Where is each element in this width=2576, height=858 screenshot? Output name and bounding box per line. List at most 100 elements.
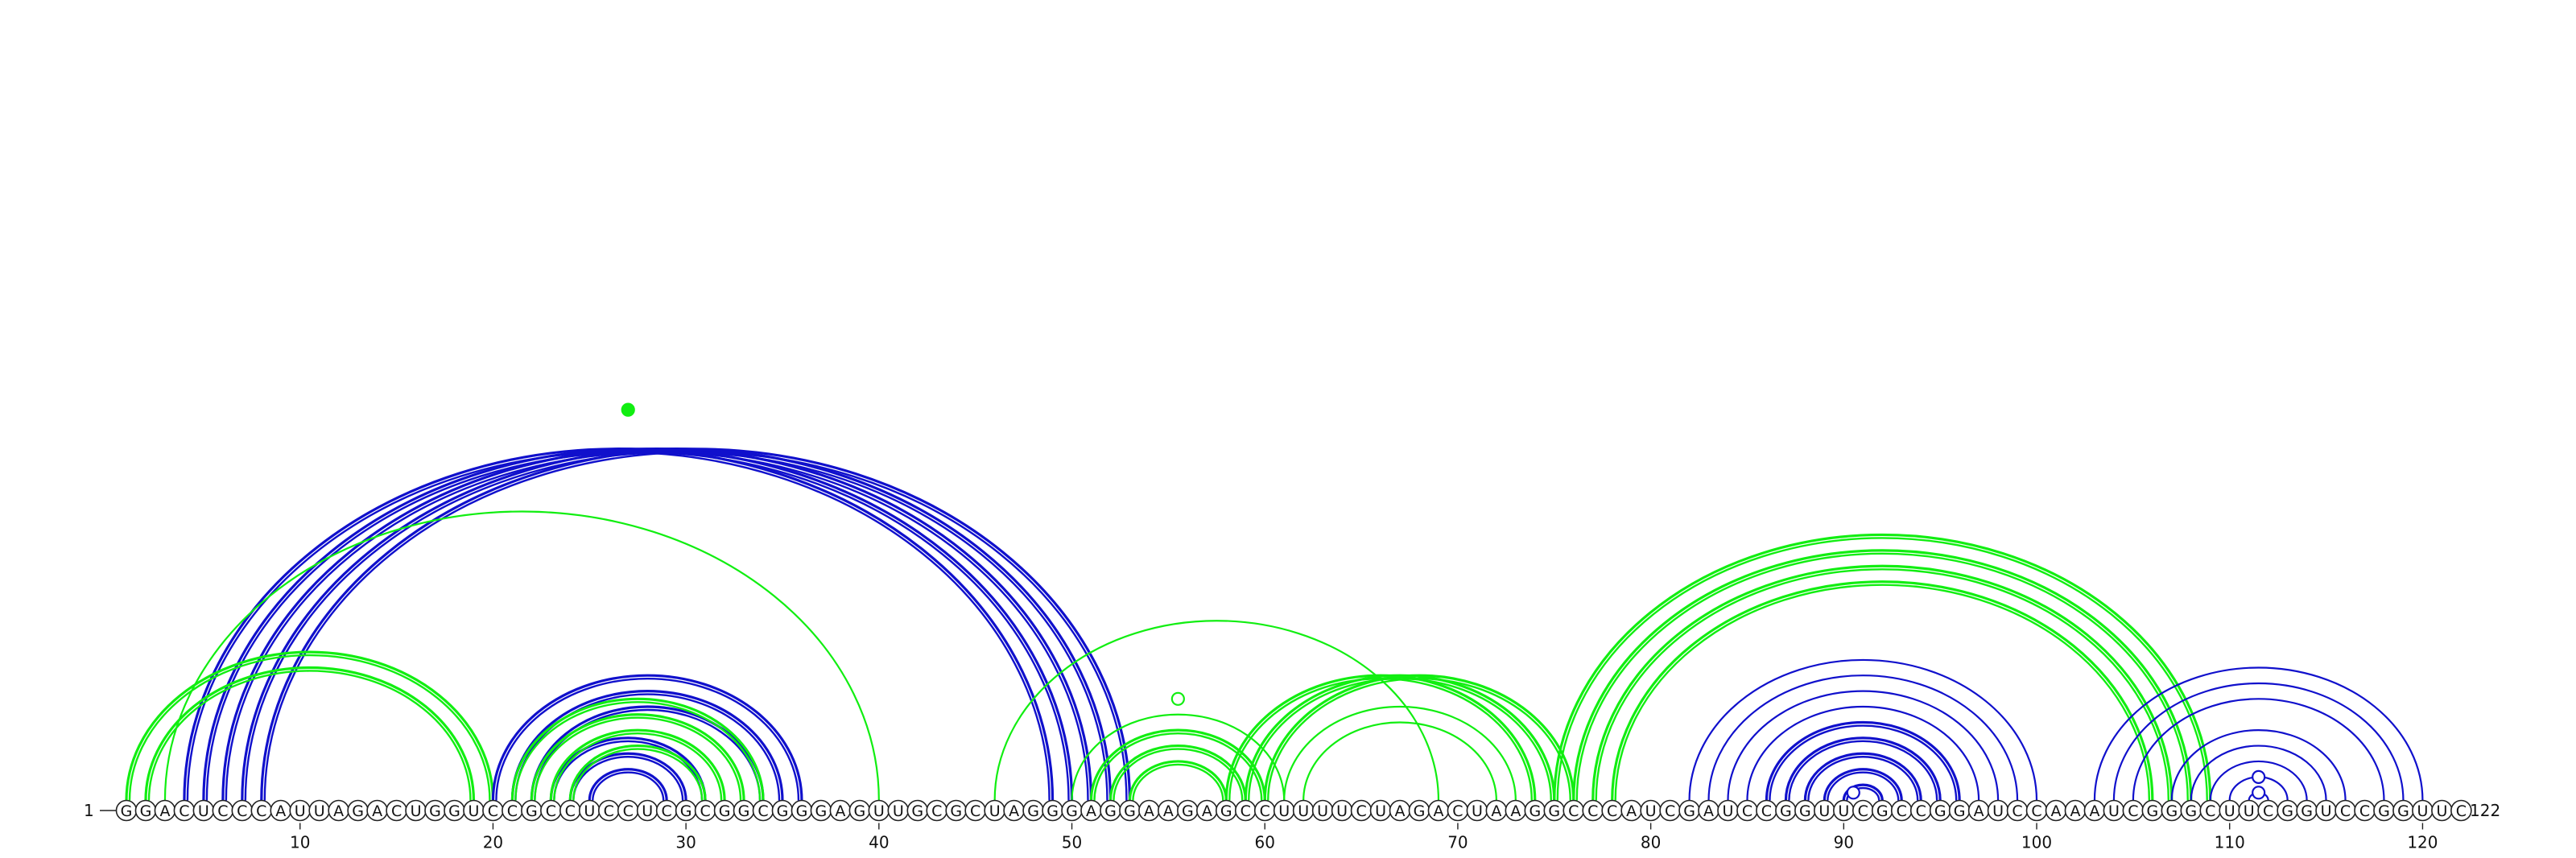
arc-84-98 xyxy=(1727,690,2000,801)
arc-inner-24-30 xyxy=(572,756,684,801)
tick-label-90: 90 xyxy=(1834,833,1854,852)
nucleotide-107: G xyxy=(2161,799,2183,822)
nucleotide-letter: U xyxy=(1838,802,1849,820)
arc-inner-52-59 xyxy=(1113,748,1244,801)
arc-inner-22-33 xyxy=(534,716,742,801)
arc-109-114 xyxy=(2209,760,2308,801)
arc-inner-76-108 xyxy=(1575,552,2189,801)
nucleotide-2: G xyxy=(134,799,157,822)
arc-89-93 xyxy=(1823,768,1903,801)
nucleotide-letter: A xyxy=(372,802,382,820)
nucleotide-83: A xyxy=(1698,799,1719,822)
nucleotide-26: C xyxy=(597,799,620,822)
arc-inner-88-94 xyxy=(1807,756,1919,801)
nucleotide-40: U xyxy=(868,799,890,822)
arc-marker-49-62 xyxy=(1170,691,1185,706)
nucleotide-25: U xyxy=(578,799,601,822)
nucleotide-108: G xyxy=(2180,799,2202,822)
nucleotide-85: C xyxy=(1736,799,1758,822)
arc-86-96 xyxy=(1765,720,1961,801)
nucleotide-36: G xyxy=(791,799,813,822)
nucleotide-54: A xyxy=(1138,799,1160,822)
arc-inner-22-34 xyxy=(534,708,762,801)
nucleotide-55: A xyxy=(1158,799,1179,822)
arc-75-109 xyxy=(1553,533,2212,801)
arc-25-29 xyxy=(588,768,668,801)
tick-label-110: 110 xyxy=(2215,833,2245,852)
nucleotide-letter: C xyxy=(2263,802,2273,820)
nucleotide-100: C xyxy=(2025,799,2048,822)
arc-24-30 xyxy=(568,752,687,801)
nucleotide-letter: C xyxy=(391,802,402,820)
nucleotide-99: C xyxy=(2006,799,2029,822)
nucleotide-letter: A xyxy=(1703,802,1714,820)
arc-inner-21-35 xyxy=(514,693,781,801)
nucleotide-113: G xyxy=(2277,799,2298,822)
arc-inner-7-52 xyxy=(244,451,1108,801)
nucleotide-28: U xyxy=(636,799,658,822)
nucleotide-4: C xyxy=(173,799,196,822)
arc-53-58 xyxy=(1128,760,1228,801)
nucleotide-12: A xyxy=(328,799,349,822)
nucleotide-letter: G xyxy=(815,802,828,820)
nucleotide-letter: C xyxy=(2205,802,2215,820)
nucleotide-letter: G xyxy=(777,802,789,820)
nucleotide-42: G xyxy=(906,799,929,822)
nucleotide-letter: A xyxy=(1433,802,1443,820)
nucleotide-letter: G xyxy=(2378,802,2390,820)
arc-inner-24-31 xyxy=(572,748,704,801)
nucleotide-letter: U xyxy=(1317,802,1328,820)
nucleotide-88: G xyxy=(1794,799,1816,822)
nucleotide-35: G xyxy=(771,799,794,822)
nucleotide-letter: A xyxy=(1086,802,1096,820)
nucleotide-7: C xyxy=(231,799,254,822)
nucleotide-110: U xyxy=(2219,799,2241,822)
nucleotide-10: U xyxy=(289,799,312,822)
nucleotide-letter: U xyxy=(1278,802,1290,820)
nucleotide-letter: C xyxy=(1260,802,1270,820)
arc-3-40 xyxy=(163,510,880,801)
tick-label-10: 10 xyxy=(290,833,310,852)
nucleotide-letter: G xyxy=(1683,802,1695,820)
nucleotide-23: C xyxy=(540,799,562,822)
arc-5-50 xyxy=(202,448,1074,801)
arc-62-72 xyxy=(1302,721,1497,801)
nucleotide-67: A xyxy=(1389,799,1411,822)
arc-inner-78-106 xyxy=(1614,584,2151,801)
nucleotide-letter: U xyxy=(1723,802,1734,820)
arc-marker-2-52 xyxy=(621,402,635,417)
nucleotide-62: U xyxy=(1292,799,1315,822)
nucleotide-45: C xyxy=(964,799,986,822)
nucleotide-3: A xyxy=(154,799,176,822)
nucleotide-121: U xyxy=(2431,799,2453,822)
nucleotide-120: U xyxy=(2412,799,2434,822)
arc-90-92 xyxy=(1842,783,1884,801)
nucleotide-59: C xyxy=(1234,799,1257,822)
nucleotide-letter: G xyxy=(1799,802,1811,820)
arc-23-32 xyxy=(549,728,726,801)
nucleotide-80: U xyxy=(1640,799,1662,822)
nucleotide-32: G xyxy=(713,799,736,822)
nucleotide-9: A xyxy=(270,799,292,822)
arc-108-115 xyxy=(2190,745,2327,801)
nucleotide-102: A xyxy=(2064,799,2087,822)
nucleotide-letter: G xyxy=(2397,802,2409,820)
arc-inner-8-53 xyxy=(263,451,1128,801)
nucleotide-letter: C xyxy=(237,802,247,820)
nucleotide-92: G xyxy=(1871,799,1893,822)
nucleotide-15: C xyxy=(386,799,407,822)
nucleotide-84: U xyxy=(1717,799,1739,822)
nucleotide-letter: U xyxy=(198,802,209,820)
nucleotide-118: G xyxy=(2373,799,2395,822)
nucleotide-72: A xyxy=(1485,799,1508,822)
nucleotide-letter: G xyxy=(1220,802,1232,820)
nucleotide-letter: C xyxy=(970,802,980,820)
nucleotide-letter: G xyxy=(719,802,731,820)
arc-21-34 xyxy=(510,697,765,801)
nucleotide-letter: G xyxy=(2281,802,2293,820)
nucleotide-letter: C xyxy=(1858,802,1868,820)
arc-inner-21-34 xyxy=(514,701,762,801)
nucleotide-letter: G xyxy=(140,802,152,820)
nucleotide-33: G xyxy=(733,799,755,822)
arc-7-52 xyxy=(241,448,1113,801)
